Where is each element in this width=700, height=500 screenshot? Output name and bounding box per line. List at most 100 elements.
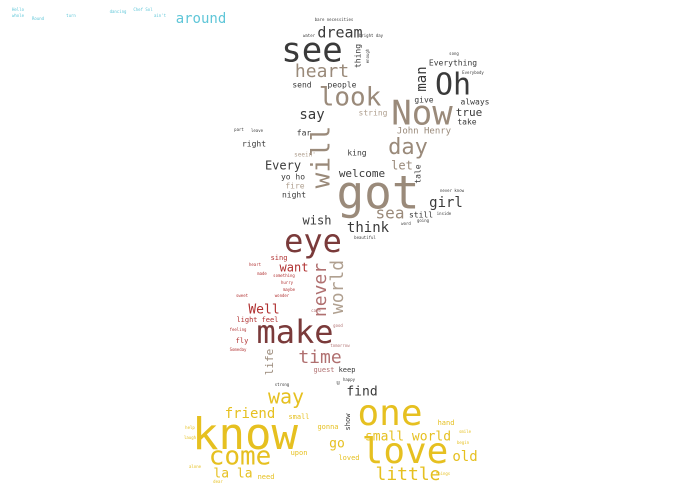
- cloud-word: way: [268, 385, 304, 409]
- cloud-word: part: [234, 127, 244, 132]
- cloud-word: made: [257, 271, 267, 276]
- cloud-word: let: [391, 159, 413, 173]
- cloud-word: true: [456, 106, 483, 119]
- cloud-word: welcome: [339, 167, 385, 180]
- cloud-word: make: [256, 313, 333, 351]
- cloud-word: feeling: [230, 327, 247, 332]
- cloud-word: Chef Sol: [133, 7, 153, 12]
- cloud-word: show: [344, 413, 352, 431]
- cloud-word: feel: [262, 316, 279, 324]
- cloud-word: guest: [313, 366, 334, 374]
- cloud-word: look: [319, 83, 382, 113]
- cloud-word: happy: [343, 377, 356, 382]
- cloud-word: want: [280, 261, 309, 275]
- cloud-word: say: [299, 107, 324, 123]
- cloud-word: find: [346, 385, 377, 400]
- cloud-word: wonder: [275, 293, 290, 298]
- cloud-word: good: [333, 323, 343, 328]
- cloud-word: love: [362, 431, 449, 472]
- cloud-word: life: [263, 349, 276, 376]
- cloud-word: never know: [440, 188, 465, 193]
- cloud-word: small: [288, 413, 309, 421]
- cloud-word: beautiful: [354, 235, 376, 240]
- cloud-word: never: [310, 263, 331, 317]
- cloud-word: will: [307, 126, 337, 189]
- cloud-word: always: [461, 98, 490, 107]
- cloud-word: water: [303, 33, 316, 38]
- cloud-word: heart: [295, 61, 349, 82]
- cloud-word: whole: [12, 13, 25, 18]
- cloud-word: ain't: [154, 13, 167, 18]
- cloud-word: upon: [291, 449, 308, 457]
- cloud-word: inside: [437, 211, 452, 216]
- cloud-word: dear: [213, 479, 223, 484]
- cloud-word: little: [375, 464, 440, 485]
- cloud-word: Round: [32, 16, 45, 21]
- cloud-word: la la: [213, 467, 252, 482]
- cloud-word: right: [242, 140, 266, 149]
- cloud-word: night: [282, 191, 306, 200]
- cloud-word: still: [409, 211, 433, 220]
- cloud-word: sweet: [236, 293, 249, 298]
- cloud-word: hand: [438, 419, 455, 427]
- cloud-word: Now: [391, 94, 453, 134]
- cloud-word: think: [347, 220, 390, 236]
- cloud-word: go: [329, 437, 345, 452]
- cloud-word: see: [281, 31, 342, 71]
- cloud-word: dream: [317, 24, 362, 42]
- cloud-word: Everybody: [462, 70, 484, 75]
- cloud-word: string: [359, 109, 388, 118]
- cloud-word: around: [176, 11, 227, 27]
- cloud-word: fly: [236, 337, 249, 345]
- cloud-word: hurry: [281, 280, 294, 285]
- cloud-word: dancing: [110, 9, 127, 14]
- cloud-word: girl: [429, 195, 463, 211]
- cloud-word: laugh: [184, 435, 197, 440]
- cloud-word: king: [347, 149, 366, 158]
- cloud-word: going: [417, 218, 430, 223]
- cloud-word: enough: [365, 48, 370, 63]
- cloud-word: tomorrow: [330, 343, 350, 348]
- cloud-word: far: [297, 129, 312, 138]
- cloud-word: old: [452, 449, 477, 465]
- cloud-word: small world: [365, 430, 451, 445]
- cloud-word: John Henry: [397, 127, 452, 137]
- cloud-word: Everything: [429, 59, 477, 68]
- cloud-word: people: [328, 81, 357, 90]
- cloud-word: time: [298, 347, 341, 368]
- cloud-word: Hello: [12, 7, 25, 12]
- cloud-word: bright day: [359, 33, 384, 38]
- cloud-word: Well: [248, 303, 279, 318]
- cloud-word: song: [449, 51, 459, 56]
- cloud-word: Someday: [230, 347, 247, 352]
- cloud-word: gonna: [317, 423, 338, 431]
- cloud-word: Every: [265, 159, 301, 173]
- cloud-word: yo ho: [281, 173, 305, 182]
- cloud-word: need: [258, 473, 275, 481]
- cloud-word: light: [236, 316, 257, 324]
- cloud-word: turn: [66, 13, 76, 18]
- cloud-word: friend: [225, 406, 276, 422]
- cloud-word: thing: [354, 44, 363, 68]
- cloud-word: begin: [457, 440, 470, 445]
- cloud-word: word: [401, 221, 411, 226]
- cloud-word: smile: [459, 429, 472, 434]
- cloud-word: heart: [249, 262, 262, 267]
- cloud-word: sing: [271, 254, 288, 262]
- cloud-word: wish: [303, 214, 332, 228]
- cloud-word: loved: [338, 454, 359, 462]
- cloud-word: day: [388, 135, 428, 160]
- cloud-word: bare necessities: [315, 17, 354, 22]
- cloud-word: seein': [294, 152, 316, 159]
- cloud-word: help: [185, 425, 195, 430]
- cloud-word: u: [336, 380, 340, 387]
- cloud-word: fire: [285, 182, 304, 191]
- cloud-word: keep: [339, 366, 356, 374]
- cloud-word: something: [273, 273, 295, 278]
- cloud-word: things: [436, 471, 451, 476]
- cloud-word: sea: [376, 204, 405, 223]
- cloud-word: eye: [284, 222, 342, 260]
- cloud-word: man: [414, 66, 430, 91]
- cloud-word: leave: [251, 128, 264, 133]
